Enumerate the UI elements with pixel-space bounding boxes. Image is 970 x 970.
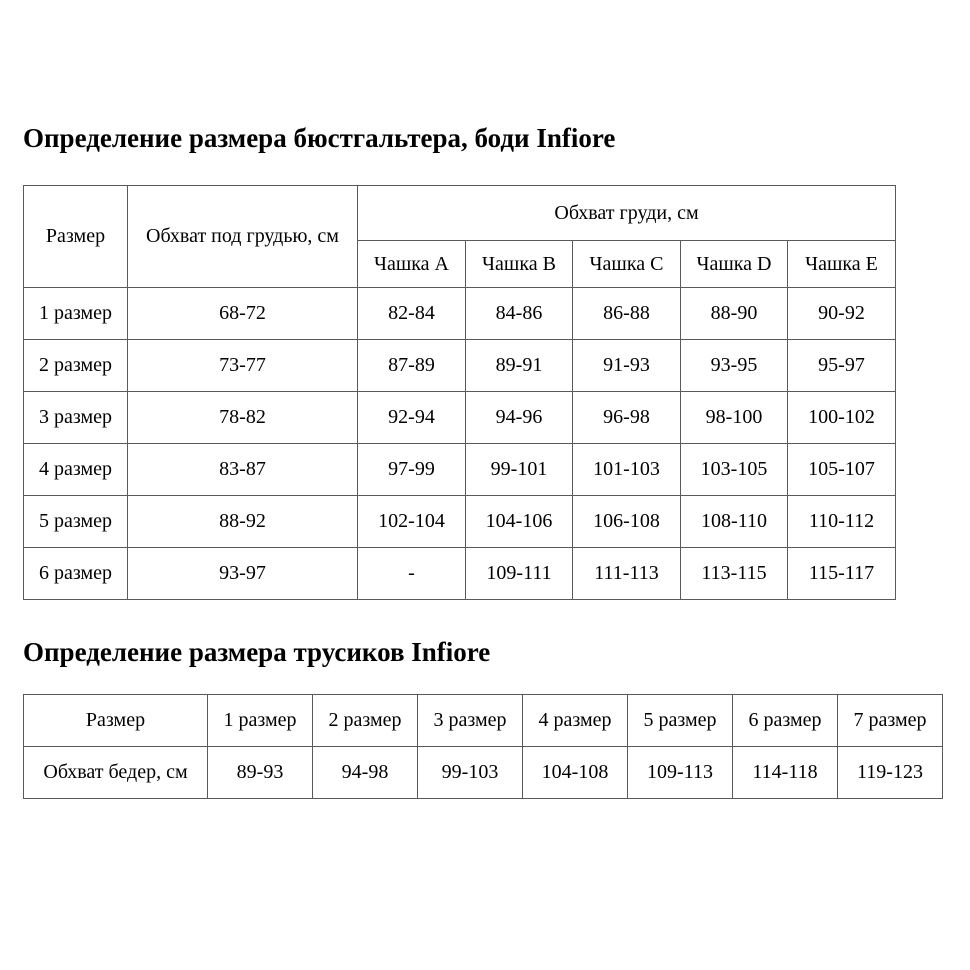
bra-row-cup-cell: 87-89: [357, 339, 466, 392]
panties-row-value-cell: 119-123: [837, 746, 943, 799]
bra-row-size-cell: 4 размер: [23, 443, 128, 496]
bra-row-cup-cell: 84-86: [465, 287, 573, 340]
bra-row-underbust-cell: 93-97: [127, 547, 358, 600]
panties-row-value-cell: 89-93: [207, 746, 313, 799]
bra-row-cup-cell: 103-105: [680, 443, 788, 496]
panties-section-title: Определение размера трусиков Infiore: [23, 637, 491, 667]
bra-row-cup-cell: 110-112: [786, 495, 897, 548]
bra-row-cup-cell: 88-90: [680, 287, 788, 340]
panties-row-value-cell: 109-113: [627, 746, 733, 799]
bra-row-cup-cell: 98-100: [680, 391, 788, 444]
bra-row-cup-cell: 106-108: [572, 495, 681, 548]
bra-row-cup-cell: 93-95: [680, 339, 788, 392]
panties-header-size: Размер: [23, 694, 208, 747]
bra-size-table: Размер Обхват под грудью, см Обхват груд…: [23, 185, 897, 600]
bra-row-cup-cell: -: [357, 547, 466, 600]
bra-header-underbust: Обхват под грудью, см: [127, 185, 358, 288]
panties-header-size-column: 6 размер: [732, 694, 838, 747]
bra-row-cup-cell: 115-117: [786, 547, 897, 600]
bra-row-cup-cell: 95-97: [786, 339, 897, 392]
bra-header-cup: Чашка A: [357, 240, 466, 288]
panties-row-value-cell: 94-98: [312, 746, 418, 799]
bra-header-cup: Чашка C: [572, 240, 681, 288]
bra-row-cup-cell: 102-104: [357, 495, 466, 548]
bra-row-cup-cell: 92-94: [357, 391, 466, 444]
bra-row-cup-cell: 113-115: [680, 547, 788, 600]
bra-row-cup-cell: 96-98: [572, 391, 681, 444]
panties-row-value-cell: 104-108: [522, 746, 628, 799]
panties-size-table: Размер 1 размер 2 размер 3 размер 4 размер 5…: [23, 694, 943, 799]
bra-table-row: 6 размер 93-97-109-111 111-113 113-115 115-1…: [23, 547, 897, 600]
bra-table-row: 4 размер 83-87 97-99 99-101 101-103 103-105 10…: [23, 443, 897, 496]
bra-header-bust-group: Обхват груди, см: [356, 185, 897, 241]
panties-header-size-column: 5 размер: [627, 694, 733, 747]
panties-header-row: Размер 1 размер 2 размер 3 размер 4 размер 5…: [23, 694, 943, 747]
bra-header-cup: Чашка E: [786, 240, 897, 288]
panties-header-size-column: 4 размер: [522, 694, 628, 747]
panties-header-size-column: 7 размер: [837, 694, 943, 747]
bra-header-cup: Чашка B: [465, 240, 573, 288]
bra-row-size-cell: 5 размер: [23, 495, 128, 548]
bra-table-row: 5 размер 88-92 102-104 104-106 106-108 108-11…: [23, 495, 897, 548]
bra-section-title: Определение размера бюстгальтера, боди I…: [23, 123, 616, 153]
panties-data-row: Обхват бедер, см 89-93 94-98 99-103 104-108…: [23, 746, 943, 799]
bra-row-cup-cell: 100-102: [786, 391, 897, 444]
panties-header-size-column: 3 размер: [417, 694, 523, 747]
bra-row-underbust-cell: 73-77: [127, 339, 358, 392]
panties-header-size-column: 1 размер: [207, 694, 313, 747]
bra-table-row: 3 размер 78-82 92-94 94-96 96-98 98-100 100-10…: [23, 391, 897, 444]
bra-row-cup-cell: 99-101: [465, 443, 573, 496]
panties-row-value-cell: 114-118: [732, 746, 838, 799]
panties-row-value-cell: 99-103: [417, 746, 523, 799]
bra-table-row: 2 размер 73-77 87-89 89-91 91-93 93-95 95-97: [23, 339, 897, 392]
bra-row-cup-cell: 89-91: [465, 339, 573, 392]
bra-row-cup-cell: 82-84: [357, 287, 466, 340]
bra-header-cup: Чашка D: [680, 240, 788, 288]
bra-row-size-cell: 2 размер: [23, 339, 128, 392]
bra-row-cup-cell: 90-92: [786, 287, 897, 340]
bra-row-cup-cell: 111-113: [572, 547, 681, 600]
bra-row-cup-cell: 104-106: [465, 495, 573, 548]
bra-table-row: 1 размер 68-72 82-84 84-86 86-88 88-90 90-92: [23, 287, 897, 340]
bra-row-cup-cell: 109-111: [465, 547, 573, 600]
bra-row-size-cell: 6 размер: [23, 547, 128, 600]
bra-row-cup-cell: 97-99: [357, 443, 466, 496]
bra-header-row-top: Размер Обхват под грудью, см Обхват груд…: [23, 185, 897, 288]
bra-row-cup-cell: 94-96: [465, 391, 573, 444]
bra-header-row-cups: Чашка A Чашка B Чашка C Чашка D Чашка E: [24, 240, 897, 288]
bra-row-cup-cell: 86-88: [572, 287, 681, 340]
bra-row-underbust-cell: 68-72: [127, 287, 358, 340]
bra-row-cup-cell: 108-110: [680, 495, 788, 548]
bra-row-underbust-cell: 78-82: [127, 391, 358, 444]
bra-header-size: Размер: [23, 185, 128, 288]
panties-header-size-column: 2 размер: [312, 694, 418, 747]
bra-row-cup-cell: 105-107: [786, 443, 897, 496]
bra-row-size-cell: 1 размер: [23, 287, 128, 340]
bra-row-cup-cell: 91-93: [572, 339, 681, 392]
bra-row-size-cell: 3 размер: [23, 391, 128, 444]
panties-row-label: Обхват бедер, см: [23, 746, 208, 799]
bra-row-cup-cell: 101-103: [572, 443, 681, 496]
bra-row-underbust-cell: 83-87: [127, 443, 358, 496]
bra-row-underbust-cell: 88-92: [127, 495, 358, 548]
